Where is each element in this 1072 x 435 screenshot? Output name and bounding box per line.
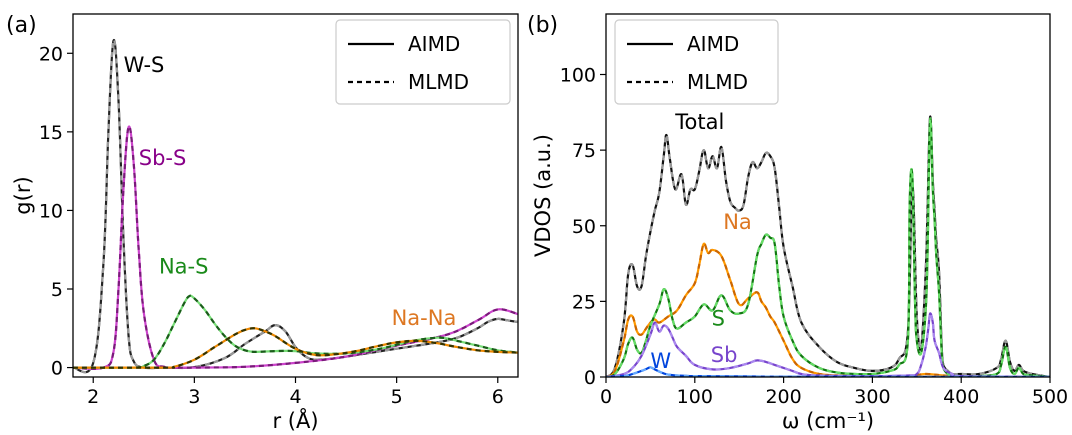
x-tick-label: 400 — [943, 386, 979, 408]
panel-b-curves — [606, 115, 1050, 377]
x-tick-label: 500 — [1032, 386, 1068, 408]
annotation-sb-s: Sb-S — [139, 146, 187, 170]
y-tick-label: 15 — [39, 122, 63, 144]
y-tick-label: 25 — [572, 291, 596, 313]
annotation-s: S — [712, 307, 725, 331]
legend-label-aimd: AIMD — [408, 32, 460, 56]
series-na-aimd-line — [606, 242, 1050, 377]
y-tick-label: 50 — [572, 216, 596, 238]
panel-b-x-axis-label: ω (cm⁻¹) — [782, 409, 874, 433]
x-tick-label: 0 — [600, 386, 612, 408]
x-tick-label: 6 — [492, 386, 504, 408]
annotation-na-s: Na-S — [159, 254, 209, 278]
x-tick-label: 2 — [87, 386, 99, 408]
panel-a-gr-plot: (a) 2 3 4 5 6 0 5 10 15 20 r (Å) g(r) W-S Sb-S Na-S… — [6, 13, 519, 433]
panel-a-annotations: W-S Sb-S Na-S Na-Na — [124, 53, 457, 330]
series-na-na-mlmd-line — [73, 327, 518, 369]
annotation-na: Na — [723, 210, 752, 234]
legend-label-mlmd: MLMD — [408, 70, 469, 94]
annotation-w-s: W-S — [124, 53, 165, 77]
panel-b-y-axis-label: VDOS (a.u.) — [531, 134, 555, 257]
legend-label-aimd: AIMD — [687, 32, 739, 56]
annotation-w: W — [650, 349, 671, 373]
panel-b-legend: AIMD MLMD — [614, 19, 779, 105]
series-sb-mlmd-line — [606, 312, 1050, 377]
y-tick-label: 0 — [51, 358, 63, 380]
x-tick-label: 4 — [289, 386, 301, 408]
y-tick-label: 100 — [560, 65, 596, 87]
series-na-s-mlmd-line — [73, 294, 518, 369]
panel-b-ticks: 0 100 200 300 400 500 0 25 50 75 100 — [560, 65, 1068, 409]
panel-b-label: (b) — [527, 13, 558, 38]
panel-a-label: (a) — [6, 13, 37, 38]
x-tick-label: 200 — [765, 386, 801, 408]
y-tick-label: 10 — [39, 200, 63, 222]
series-w-s-mlmd-line — [73, 38, 518, 374]
panel-b-axes-frame — [605, 13, 1051, 378]
panel-a-legend: AIMD MLMD — [335, 19, 511, 105]
annotation-sb: Sb — [711, 343, 738, 367]
y-tick-label: 20 — [39, 43, 63, 65]
panel-b-annotations: Total Na S Sb W — [650, 110, 751, 373]
x-tick-label: 5 — [391, 386, 403, 408]
annotation-na-na: Na-Na — [392, 306, 457, 330]
y-tick-label: 5 — [51, 279, 63, 301]
series-na-mlmd-line — [606, 242, 1050, 377]
series-w-mlmd-line — [606, 366, 1050, 377]
panel-a-curves — [73, 38, 518, 374]
x-tick-label: 300 — [854, 386, 890, 408]
annotation-total: Total — [674, 110, 724, 134]
x-tick-label: 100 — [677, 386, 713, 408]
panel-a-y-axis-label: g(r) — [11, 176, 35, 214]
y-tick-label: 0 — [584, 367, 596, 389]
panel-a-x-axis-label: r (Å) — [272, 407, 318, 433]
legend-label-mlmd: MLMD — [687, 70, 748, 94]
y-tick-label: 75 — [572, 140, 596, 162]
panel-a-ticks: 2 3 4 5 6 0 5 10 15 20 — [39, 43, 504, 408]
panel-a-axes-frame — [72, 13, 519, 378]
x-tick-label: 3 — [188, 386, 200, 408]
